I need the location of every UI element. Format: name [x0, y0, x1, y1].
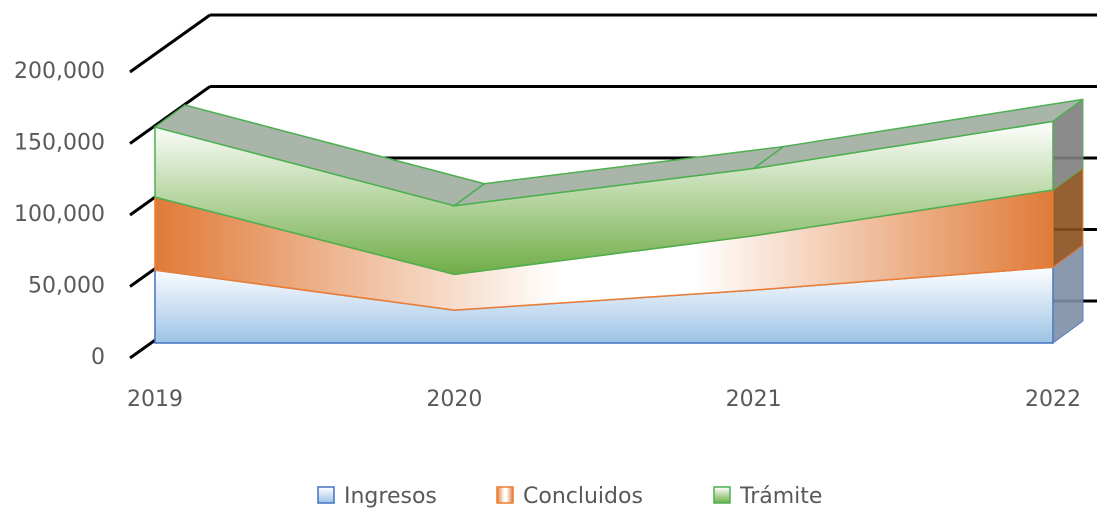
x-tick-label: 2020 [426, 387, 482, 412]
y-tick-label: 200,000 [14, 59, 105, 84]
legend-swatch [317, 486, 335, 504]
legend-swatch [496, 486, 514, 504]
axis-tick [129, 85, 211, 145]
x-tick-label: 2021 [726, 387, 782, 412]
y-tick-label: 100,000 [14, 202, 105, 227]
y-tick-label: 150,000 [14, 131, 105, 156]
axis-tick [129, 13, 211, 74]
x-tick-label: 2019 [127, 387, 183, 412]
legend-label: Trámite [739, 484, 822, 509]
area-top [753, 98, 1084, 170]
x-tick-label: 2022 [1025, 387, 1081, 412]
legend-swatch [713, 486, 731, 504]
y-tick-label: 50,000 [28, 274, 105, 299]
legend-label: Ingresos [344, 484, 437, 509]
legend-label: Concluidos [523, 484, 643, 509]
y-tick-label: 0 [91, 345, 105, 370]
